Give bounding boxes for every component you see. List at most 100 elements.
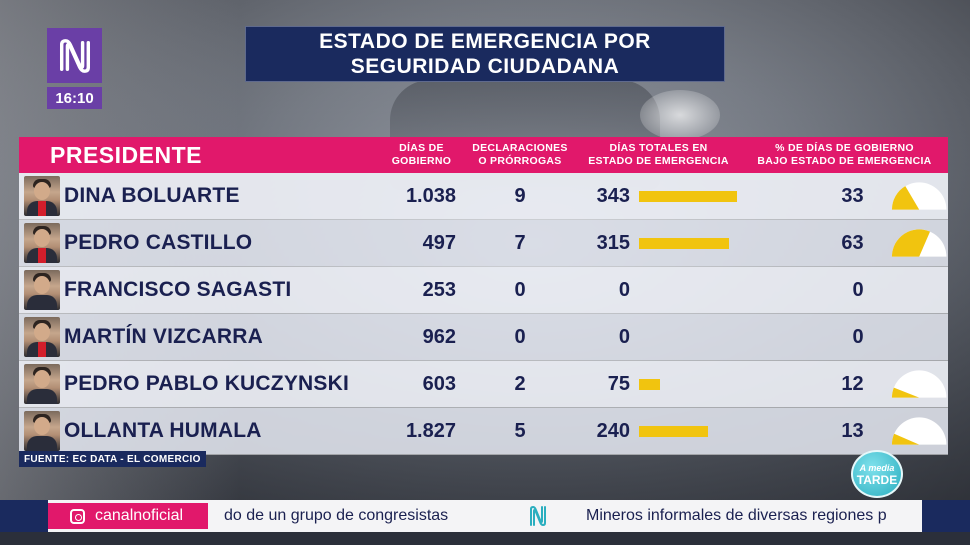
porcentaje-pie — [891, 229, 947, 257]
background-light — [640, 90, 720, 140]
president-name: OLLANTA HUMALA — [64, 408, 379, 454]
header-pct-line-1: % DE DÍAS DE GOBIERNO — [775, 142, 914, 154]
dias-gobierno: 962 — [379, 314, 464, 360]
dias-totales: 0 — [618, 325, 630, 348]
president-photo — [23, 364, 60, 404]
porcentaje-cell: 33 — [741, 173, 948, 219]
declaraciones: 9 — [464, 173, 576, 219]
dias-gobierno: 497 — [379, 220, 464, 266]
table-row: FRANCISCO SAGASTI 253 0 0 0 — [19, 267, 948, 314]
header-president: PRESIDENTE — [50, 141, 202, 168]
gauge-background — [891, 417, 947, 445]
porcentaje: 63 — [841, 231, 864, 254]
header-dias: DÍAS DE GOBIERNO — [379, 142, 464, 168]
dias-totales: 343 — [596, 184, 630, 207]
title-line-2: SEGURIDAD CIUDADANA — [350, 55, 620, 78]
president-photo — [23, 317, 60, 357]
header-decl-line-1: DECLARACIONES — [472, 142, 568, 154]
porcentaje-cell: 13 — [741, 408, 948, 454]
header-total-line-2: ESTADO DE EMERGENCIA — [588, 155, 729, 167]
social-handle-text: canalnoficial — [95, 507, 184, 524]
porcentaje: 0 — [852, 278, 864, 301]
gauge-background — [891, 370, 947, 398]
dias-gobierno: 253 — [379, 267, 464, 313]
header-total-line-1: DÍAS TOTALES EN — [609, 142, 708, 154]
table-header: PRESIDENTE DÍAS DE GOBIERNO DECLARACIONE… — [19, 137, 948, 173]
dias-totales: 315 — [596, 231, 630, 254]
page-title: ESTADO DE EMERGENCIA POR SEGURIDAD CIUDA… — [245, 26, 725, 82]
president-name: PEDRO PABLO KUCZYNSKI — [64, 361, 379, 407]
declaraciones: 2 — [464, 361, 576, 407]
clock: 16:10 — [47, 87, 102, 109]
porcentaje-pie — [891, 182, 947, 210]
president-name: MARTÍN VIZCARRA — [64, 314, 379, 360]
ticker-right-cap — [922, 500, 970, 532]
porcentaje-pie — [891, 417, 947, 445]
table-row: OLLANTA HUMALA 1.827 5 240 13 — [19, 408, 948, 455]
dias-totales-cell: 75 — [576, 361, 741, 407]
dias-totales: 0 — [618, 278, 630, 301]
show-logo: A media TARDE — [851, 450, 903, 498]
table-row: DINA BOLUARTE 1.038 9 343 33 — [19, 173, 948, 220]
porcentaje-cell: 0 — [741, 314, 948, 360]
dias-totales-cell: 315 — [576, 220, 741, 266]
show-logo-line-2: TARDE — [856, 473, 898, 487]
canal-n-separator-icon — [530, 506, 546, 526]
emergency-table: PRESIDENTE DÍAS DE GOBIERNO DECLARACIONE… — [19, 137, 948, 455]
ticker-headline-1: do de un grupo de congresistas — [224, 507, 449, 524]
channel-logo — [47, 28, 102, 83]
social-handle: canalnoficial — [48, 503, 208, 529]
dias-totales-bar — [639, 237, 729, 249]
table-row: PEDRO CASTILLO 497 7 315 63 — [19, 220, 948, 267]
dias-totales-bar — [639, 425, 708, 437]
header-declaraciones: DECLARACIONES O PRÓRROGAS — [464, 142, 576, 168]
declaraciones: 0 — [464, 267, 576, 313]
declaraciones: 7 — [464, 220, 576, 266]
president-photo-cell — [19, 267, 64, 313]
porcentaje: 0 — [852, 325, 864, 348]
president-photo-cell — [19, 361, 64, 407]
bottom-strip — [0, 532, 970, 545]
source-label: FUENTE: EC DATA - EL COMERCIO — [19, 451, 206, 467]
dias-gobierno: 1.827 — [379, 408, 464, 454]
porcentaje-pie — [890, 322, 948, 352]
dias-totales: 240 — [596, 419, 630, 442]
dias-totales-cell: 0 — [576, 314, 741, 360]
president-name: PEDRO CASTILLO — [64, 220, 379, 266]
table-row: MARTÍN VIZCARRA 962 0 0 0 — [19, 314, 948, 361]
president-photo — [23, 270, 60, 310]
dias-totales-bar — [639, 190, 737, 202]
ticker-headline-2: Mineros informales de diversas regiones … — [586, 507, 887, 524]
dias-totales: 75 — [607, 372, 630, 395]
dias-totales-cell: 343 — [576, 173, 741, 219]
porcentaje: 13 — [841, 419, 864, 442]
porcentaje-cell: 0 — [741, 267, 948, 313]
president-photo — [23, 223, 60, 263]
header-dias-totales: DÍAS TOTALES EN ESTADO DE EMERGENCIA — [576, 142, 741, 168]
ticker-left-cap — [0, 500, 48, 532]
president-photo — [23, 176, 60, 216]
gauge-fill — [891, 433, 919, 445]
president-photo — [23, 411, 60, 451]
header-pct-line-2: BAJO ESTADO DE EMERGENCIA — [757, 155, 932, 167]
header-decl-line-2: O PRÓRROGAS — [478, 155, 562, 167]
president-photo-cell — [19, 220, 64, 266]
president-name: FRANCISCO SAGASTI — [64, 267, 379, 313]
declaraciones: 5 — [464, 408, 576, 454]
gauge-fill — [891, 229, 930, 257]
dias-totales-cell: 0 — [576, 267, 741, 313]
porcentaje-cell: 12 — [741, 361, 948, 407]
canal-n-logo-icon — [59, 38, 90, 73]
dias-gobierno: 603 — [379, 361, 464, 407]
instagram-icon — [70, 508, 85, 524]
president-photo-cell — [19, 173, 64, 219]
porcentaje-cell: 63 — [741, 220, 948, 266]
president-photo-cell — [19, 408, 64, 454]
header-dias-line-1: DÍAS DE — [399, 142, 444, 154]
declaraciones: 0 — [464, 314, 576, 360]
dias-totales-cell: 240 — [576, 408, 741, 454]
porcentaje: 12 — [841, 372, 864, 395]
porcentaje-pie — [890, 275, 948, 305]
table-row: PEDRO PABLO KUCZYNSKI 603 2 75 12 — [19, 361, 948, 408]
dias-gobierno: 1.038 — [379, 173, 464, 219]
